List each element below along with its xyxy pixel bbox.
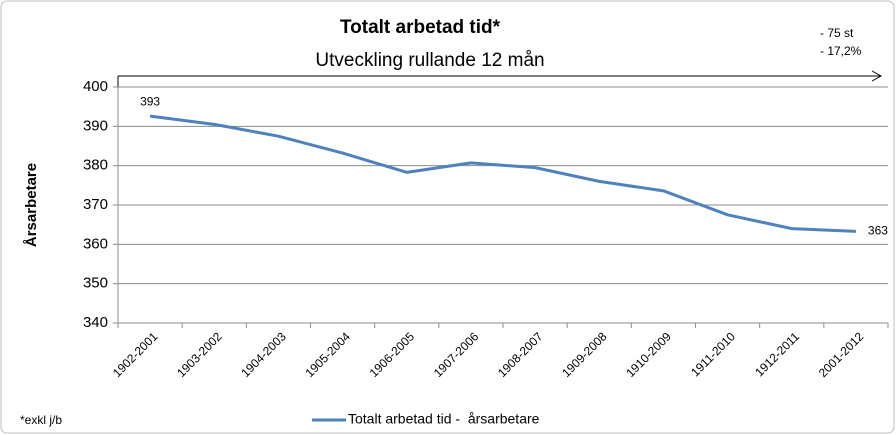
chart-subtitle: Utveckling rullande 12 mån	[315, 50, 544, 71]
y-tick-label: 370	[83, 196, 108, 213]
legend-label: Totalt arbetad tid - årsarbetare	[348, 411, 540, 427]
y-tick-label: 400	[83, 78, 108, 95]
annotation: - 17,2%	[820, 44, 862, 58]
chart-title: Totalt arbetad tid*	[340, 17, 501, 38]
annotation: - 75 st	[820, 26, 854, 40]
data-label: 363	[868, 224, 888, 238]
data-label: 393	[140, 94, 160, 108]
y-tick-label: 380	[83, 157, 108, 174]
y-tick-label: 350	[83, 275, 108, 292]
y-tick-label: 340	[83, 314, 108, 331]
series-line	[149, 114, 856, 233]
footnote: *exkl j/b	[20, 413, 62, 427]
y-axis-label: Årsarbetare	[23, 163, 40, 247]
y-tick-label: 360	[83, 235, 108, 252]
y-tick-label: 390	[83, 117, 108, 134]
